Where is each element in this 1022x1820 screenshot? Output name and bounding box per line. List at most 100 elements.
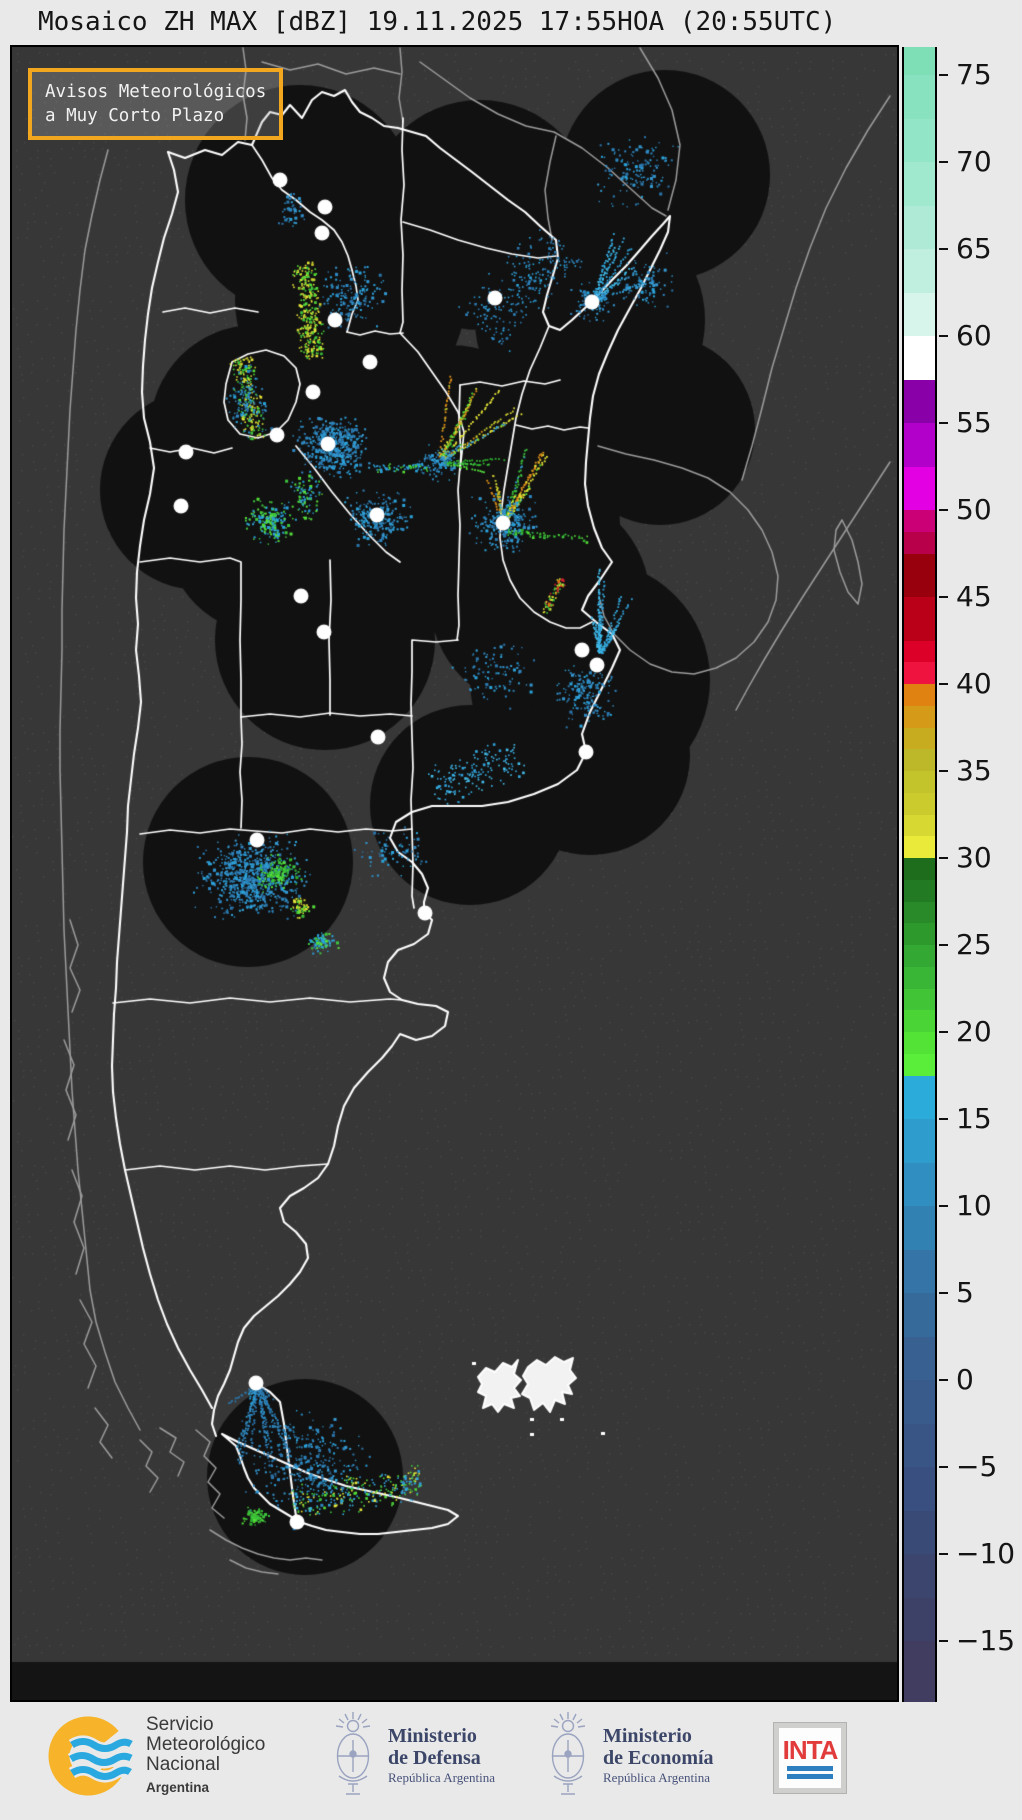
colorbar-segment — [904, 945, 935, 968]
colorbar-segment — [904, 1510, 935, 1555]
colorbar-segment — [904, 705, 935, 729]
colorbar-tick — [939, 943, 948, 947]
economia-line2: de Economía — [603, 1747, 714, 1769]
colorbar-segment — [904, 966, 935, 990]
colorbar-tick — [939, 856, 948, 860]
colorbar-segment — [904, 814, 935, 837]
colorbar-tick-label: 0 — [956, 1362, 974, 1396]
inta-logo-text: INTA — [782, 1735, 839, 1765]
colorbar-tick — [939, 769, 948, 773]
economia-line3: República Argentina — [603, 1770, 710, 1785]
defensa-line3: República Argentina — [388, 1770, 495, 1785]
colorbar-tick — [939, 1204, 948, 1208]
inta-bar-bottom — [787, 1774, 833, 1779]
colorbar-segment — [904, 423, 935, 468]
colorbar-segment — [904, 1032, 935, 1055]
colorbar-segment — [904, 879, 935, 903]
colorbar-segment — [904, 1641, 935, 1703]
colorbar-segment — [904, 379, 935, 424]
colorbar-segment — [904, 1010, 935, 1033]
footer: Servicio Meteorológico Nacional Argentin… — [0, 1702, 1022, 1820]
colorbar-segment — [904, 792, 935, 816]
colorbar-tick-label: 60 — [956, 318, 992, 352]
colorbar-tick-label: 35 — [956, 753, 992, 787]
smn-logo-block: Servicio Meteorológico Nacional Argentin… — [44, 1712, 265, 1800]
title-bar: Mosaico ZH MAX [dBZ] 19.11.2025 17:55HOA… — [0, 0, 1022, 45]
colorbar-segment — [904, 684, 935, 707]
smn-name-line2: Meteorológico — [146, 1733, 266, 1755]
colorbar-segment — [904, 1467, 935, 1512]
dbz-colorbar — [902, 47, 937, 1703]
colorbar-segment — [904, 1380, 935, 1425]
smn-name-line4: Argentina — [146, 1779, 210, 1795]
colorbar-tick — [939, 160, 948, 164]
colorbar-segment — [904, 1293, 935, 1338]
colorbar-tick-label: 50 — [956, 492, 992, 526]
colorbar-segment — [904, 749, 935, 772]
colorbar-segment — [904, 858, 935, 881]
colorbar-segment — [904, 510, 935, 533]
colorbar-tick — [939, 682, 948, 686]
colorbar-segment — [904, 1206, 935, 1251]
inta-logo-block: INTA — [773, 1722, 847, 1794]
smn-name-line1: Servicio — [146, 1713, 214, 1735]
colorbar-tick-label: 10 — [956, 1188, 992, 1222]
colorbar-tick — [939, 1291, 948, 1295]
colorbar-tick-label: 70 — [956, 144, 992, 178]
colorbar-segment — [904, 292, 935, 337]
colorbar-segment — [904, 1336, 935, 1381]
colorbar-segment — [904, 75, 935, 120]
inta-bar-top — [787, 1766, 833, 1771]
colorbar-segment — [904, 1554, 935, 1599]
colorbar-tick — [939, 595, 948, 599]
colorbar-tick — [939, 1465, 948, 1469]
colorbar-segment — [904, 923, 935, 946]
colorbar-tick-label: 20 — [956, 1014, 992, 1048]
colorbar-segment — [904, 727, 935, 750]
colorbar-tick — [939, 508, 948, 512]
colorbar-tick-label: 45 — [956, 579, 992, 613]
colorbar-segment — [904, 836, 935, 859]
colorbar-segment — [904, 336, 935, 381]
colorbar-segment — [904, 771, 935, 794]
colorbar-tick — [939, 334, 948, 338]
colorbar-segment — [904, 1249, 935, 1294]
colorbar-tick-label: −10 — [956, 1536, 1016, 1570]
colorbar-segment — [904, 640, 935, 663]
colorbar-segment — [904, 249, 935, 294]
coat-of-arms-icon — [335, 1712, 371, 1795]
colorbar-segment — [904, 553, 935, 598]
colorbar-tick-label: −15 — [956, 1623, 1016, 1657]
colorbar-tick-label: −5 — [956, 1449, 998, 1483]
colorbar-tick-label: 5 — [956, 1275, 974, 1309]
colorbar-tick-label: 55 — [956, 405, 992, 439]
avisos-meteorologicos-badge[interactable]: Avisos Meteorológicos a Muy Corto Plazo — [28, 68, 284, 141]
colorbar-tick-label: 65 — [956, 231, 992, 265]
colorbar-segment — [904, 662, 935, 685]
colorbar-tick — [939, 1378, 948, 1382]
radar-map: Avisos Meteorológicos a Muy Corto Plazo — [10, 45, 899, 1702]
colorbar-segment — [904, 466, 935, 511]
colorbar-segment — [904, 1119, 935, 1164]
smn-name-line3: Nacional — [146, 1753, 220, 1775]
smn-logo-icon — [48, 1716, 134, 1796]
coat-of-arms-icon — [550, 1712, 586, 1795]
colorbar-tick-label: 30 — [956, 840, 992, 874]
colorbar-tick — [939, 1552, 948, 1556]
avisos-line1: Avisos Meteorológicos — [45, 82, 267, 102]
colorbar-segment — [904, 205, 935, 250]
colorbar-tick — [939, 73, 948, 77]
colorbar-tick-label: 25 — [956, 927, 992, 961]
colorbar-segment — [904, 162, 935, 207]
defensa-line1: Ministerio — [388, 1725, 477, 1747]
ministerio-economia-block: Ministerio de Economía República Argenti… — [543, 1710, 714, 1802]
colorbar-tick — [939, 1030, 948, 1034]
colorbar-segment — [904, 988, 935, 1011]
colorbar-segment — [904, 901, 935, 924]
avisos-line2: a Muy Corto Plazo — [45, 106, 225, 127]
colorbar-segment — [904, 1162, 935, 1207]
colorbar-tick-label: 75 — [956, 57, 992, 91]
colorbar-tick — [939, 247, 948, 251]
radar-map-canvas — [12, 47, 897, 1700]
